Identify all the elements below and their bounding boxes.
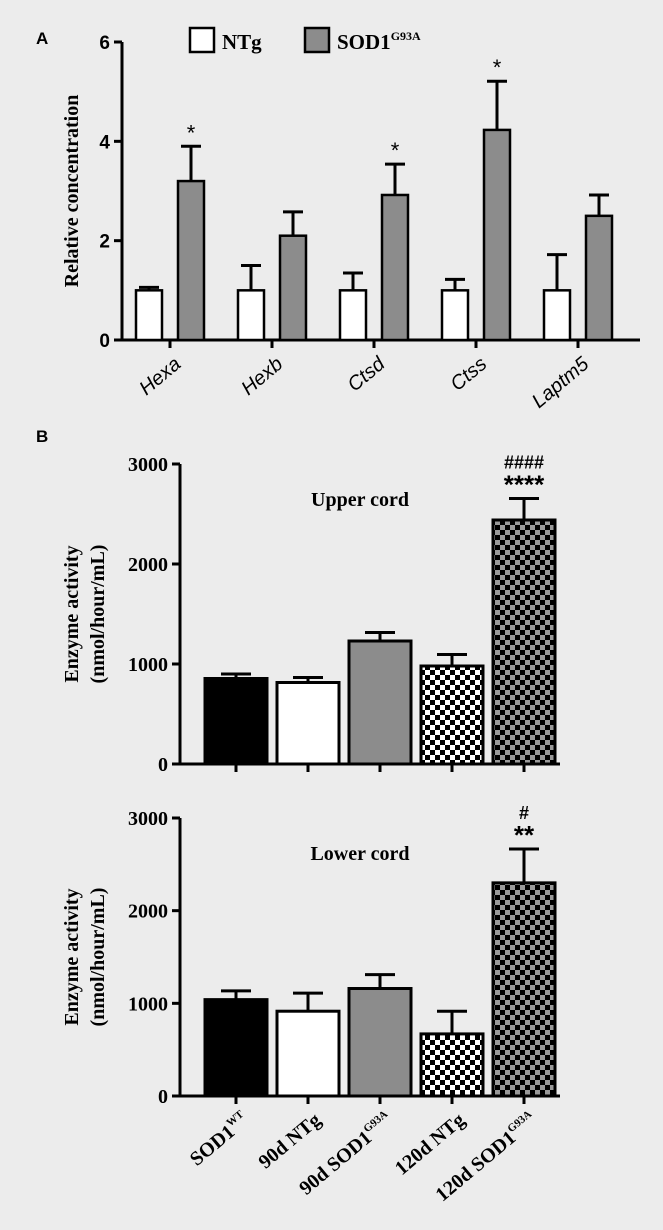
bar-upper [275,681,341,766]
y-tick-label-upper: 1000 [128,654,168,676]
legend-swatch [188,26,216,54]
bar-upper [419,664,485,766]
bar-a [584,214,614,342]
bar-lower [203,998,269,1098]
legend-swatch [303,26,331,54]
y-tick-label-upper: 2000 [128,554,168,576]
bar-lower [491,881,557,1098]
subplot-title-lower: Lower cord [310,843,409,865]
bar-a [236,289,266,342]
significance-a: * [391,138,400,163]
subplot-title-upper: Upper cord [311,489,409,511]
y-tick-label-a: 2 [99,232,110,253]
y-axis-label-a: Relative concentration [61,95,83,288]
bar-a [380,193,410,342]
bar-a [338,289,368,342]
bar-lower [275,1009,341,1098]
bar-a [278,234,308,342]
bar-a [176,179,206,342]
x-tick-label-a: Laptm5 [528,352,594,412]
bar-a [482,128,512,342]
y-axis-label-lower-2: (nmol/hour/mL) [87,888,109,1027]
bar-upper [347,639,413,766]
x-tick-label-a: Hexb [237,353,287,400]
panel-label-a: A [36,29,48,48]
y-tick-label-lower: 1000 [128,993,168,1015]
x-tick-label-b: SOD1WT [185,1108,254,1171]
x-tick-label-b: 90d NTg [254,1109,325,1173]
y-tick-label-lower: 2000 [128,901,168,923]
x-tick-label-a: Ctsd [344,352,390,396]
significance-hash-upper: #### [504,453,544,473]
bar-upper [203,677,269,766]
legend-label: NTg [222,30,262,54]
x-tick-label-a: Hexa [135,353,185,400]
y-tick-label-lower: 3000 [128,808,168,830]
y-tick-label-upper: 0 [158,754,168,776]
y-tick-label-a: 4 [99,132,110,153]
x-tick-label-a: Ctss [446,353,491,396]
bar-a [542,289,572,342]
significance-star-upper: **** [504,470,545,500]
significance-a: * [493,55,502,80]
y-tick-label-a: 6 [99,33,110,54]
y-tick-label-a: 0 [99,331,110,352]
y-axis-label-lower: Enzyme activity [61,888,83,1025]
bar-a [134,289,164,342]
significance-a: * [187,120,196,145]
y-axis-label-upper: Enzyme activity [61,545,83,682]
bar-lower [419,1032,485,1098]
y-axis-label-upper-2: (nmol/hour/mL) [87,545,109,684]
legend-label: SOD1G93A [337,29,421,54]
y-tick-label-upper: 3000 [128,454,168,476]
bar-upper [491,518,557,766]
y-tick-label-lower: 0 [158,1086,168,1108]
bar-lower [347,987,413,1098]
bar-a [440,289,470,342]
panel-label-b: B [36,427,48,446]
significance-hash-lower: # [519,803,529,823]
significance-star-lower: ** [514,820,535,850]
